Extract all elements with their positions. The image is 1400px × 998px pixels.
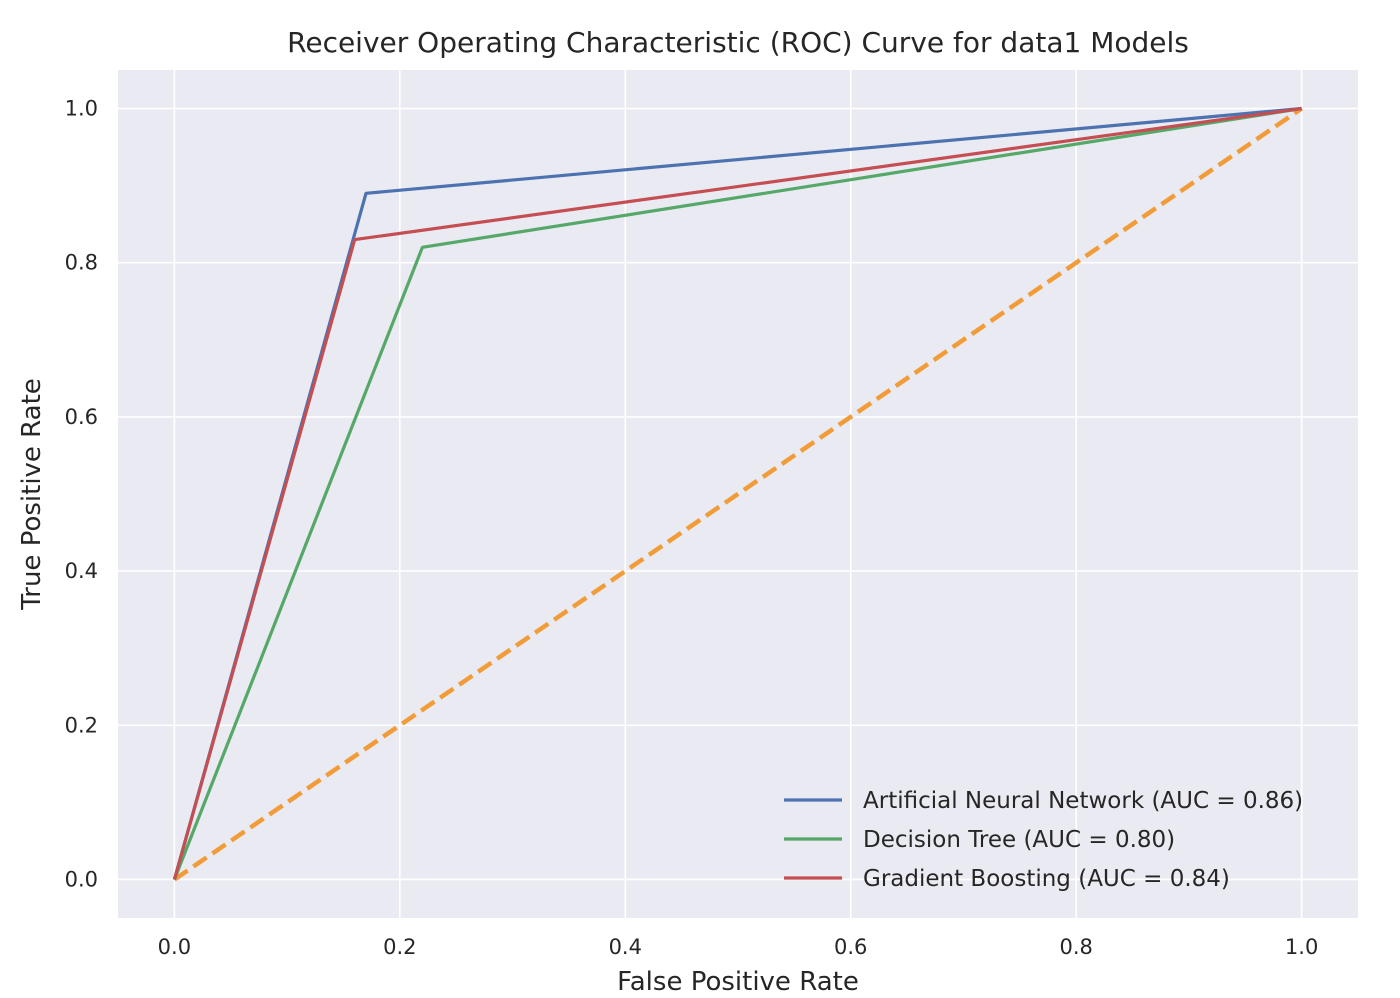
legend: Artificial Neural Network (AUC = 0.86) De… xyxy=(784,788,1303,892)
series-line-2 xyxy=(172,106,1302,880)
x-tick-label: 1.0 xyxy=(1285,935,1318,959)
y-tick-label: 0.6 xyxy=(65,405,98,429)
y-tick-label: 0.2 xyxy=(65,713,98,737)
x-axis-label: False Positive Rate xyxy=(617,967,859,997)
legend-entry: Artificial Neural Network (AUC = 0.86) xyxy=(863,788,1303,814)
series-lines xyxy=(172,106,1303,882)
y-tick-label: 0.0 xyxy=(65,867,98,891)
y-tick-labels: 0.0 0.2 0.4 0.6 0.8 1.0 xyxy=(65,97,98,892)
y-tick-label: 0.8 xyxy=(65,251,98,275)
series-line-1 xyxy=(172,106,1302,881)
grid-lines xyxy=(118,70,1358,918)
y-tick-label: 0.4 xyxy=(65,559,98,583)
legend-entry: Gradient Boosting (AUC = 0.84) xyxy=(863,866,1230,892)
chart-title: Receiver Operating Characteristic (ROC) … xyxy=(287,26,1189,59)
x-tick-label: 0.6 xyxy=(834,935,867,959)
legend-entry: Decision Tree (AUC = 0.80) xyxy=(863,827,1175,853)
x-tick-label: 0.8 xyxy=(1059,935,1092,959)
y-tick-label: 1.0 xyxy=(65,97,98,121)
x-tick-label: 0.0 xyxy=(158,935,191,959)
chance-diagonal-line xyxy=(173,106,1303,882)
x-tick-labels: 0.0 0.2 0.4 0.6 0.8 1.0 xyxy=(158,935,1319,959)
y-axis-label: True Positive Rate xyxy=(17,378,47,611)
x-tick-label: 0.2 xyxy=(383,935,416,959)
x-tick-label: 0.4 xyxy=(609,935,642,959)
